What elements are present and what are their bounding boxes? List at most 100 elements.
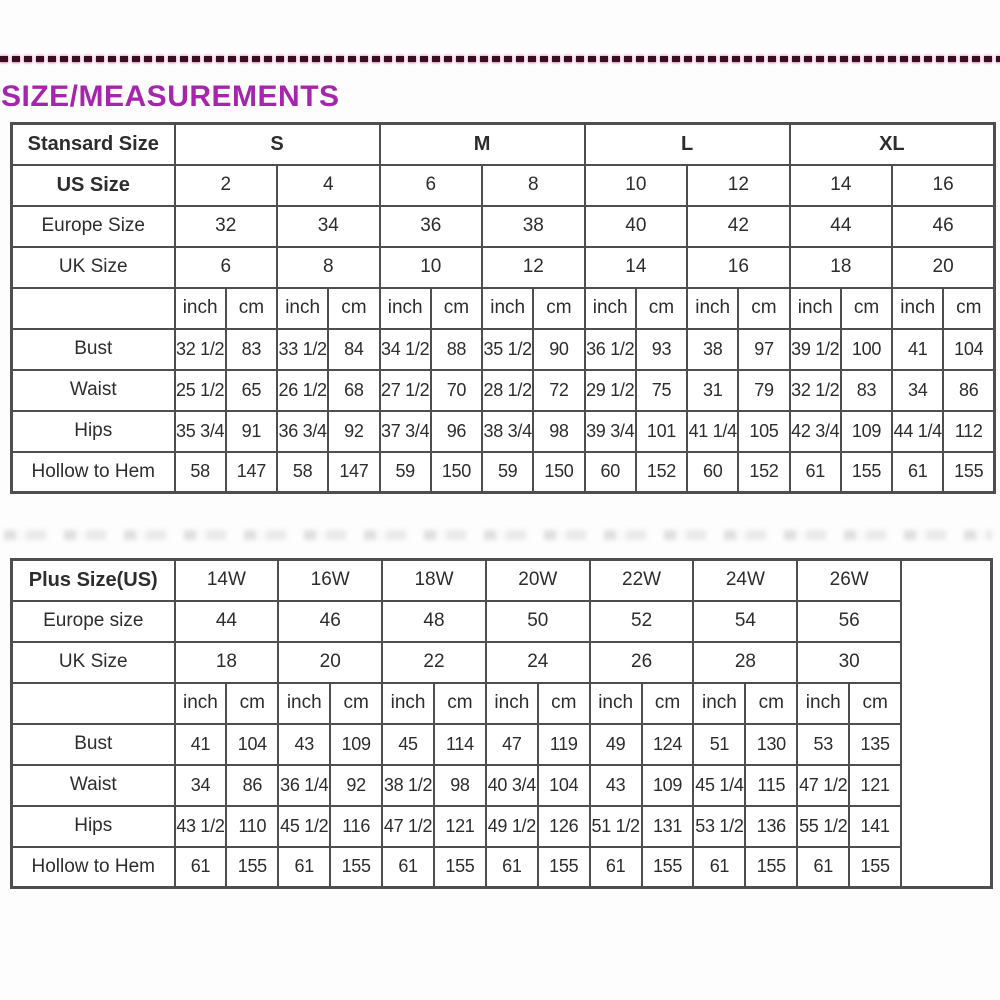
size-value-cell: 50	[484, 599, 591, 643]
unit-header-cell: inch	[583, 286, 637, 330]
measurement-value-cell: 70	[429, 368, 484, 412]
size-value-cell: 2	[173, 163, 278, 207]
measurement-value-cell: 86	[942, 368, 996, 412]
measurement-value-cell: 96	[429, 409, 484, 453]
size-value-cell: 14	[583, 245, 689, 289]
unit-header-cell: inch	[796, 681, 851, 725]
measurement-value-cell: 38	[686, 327, 740, 371]
measurement-value-cell: 155	[432, 845, 487, 889]
measurement-value-cell: 91	[224, 409, 279, 453]
size-value-cell: 36	[378, 204, 484, 248]
size-value-cell: 14	[788, 163, 894, 207]
unit-header-cell: inch	[891, 286, 945, 330]
measurement-value-cell: 43 1/2	[173, 804, 228, 848]
row-label-cell: Hollow to Hem	[10, 450, 176, 494]
measurement-value-cell: 109	[329, 722, 384, 766]
measurement-value-cell: 42 3/4	[788, 409, 842, 453]
measurement-value-cell: 147	[224, 450, 279, 494]
measurement-value-cell: 47	[484, 722, 539, 766]
size-value-cell: 54	[692, 599, 799, 643]
plus-corner-cell: Plus Size(US)	[10, 558, 176, 602]
plus-size-header-cell: 20W	[484, 558, 591, 602]
measurement-value-cell: 155	[225, 845, 280, 889]
measurement-value-cell: 130	[744, 722, 799, 766]
measurement-value-cell: 28 1/2	[481, 368, 535, 412]
measurement-value-cell: 155	[848, 845, 903, 889]
row-label-cell: UK Size	[10, 640, 176, 684]
row-label-cell: Europe Size	[10, 204, 176, 248]
measurement-value-cell: 51	[692, 722, 747, 766]
measurement-value-cell: 79	[737, 368, 791, 412]
unit-row-corner-cell	[10, 286, 176, 330]
measurement-value-cell: 34	[891, 368, 945, 412]
row-label-cell: UK Size	[10, 245, 176, 289]
measurement-value-cell: 152	[737, 450, 791, 494]
measurement-value-cell: 61	[692, 845, 747, 889]
measurement-value-cell: 155	[640, 845, 695, 889]
measurement-value-cell: 155	[744, 845, 799, 889]
measurement-value-cell: 39 1/2	[788, 327, 842, 371]
measurement-value-cell: 33 1/2	[275, 327, 330, 371]
size-value-cell: 20	[891, 245, 996, 289]
measurement-value-cell: 112	[942, 409, 996, 453]
measurement-value-cell: 49	[588, 722, 643, 766]
measurement-value-cell: 38 1/2	[381, 763, 435, 807]
size-value-cell: 56	[796, 599, 903, 643]
measurement-value-cell: 105	[737, 409, 791, 453]
measurement-value-cell: 47 1/2	[796, 763, 851, 807]
group-size-header-cell: XL	[788, 122, 996, 166]
group-size-header-cell: L	[583, 122, 791, 166]
measurement-value-cell: 92	[327, 409, 381, 453]
measurement-value-cell: 72	[532, 368, 586, 412]
measurement-value-cell: 45	[381, 722, 435, 766]
size-value-cell: 6	[173, 245, 278, 289]
measurement-value-cell: 121	[848, 763, 903, 807]
measurement-value-cell: 65	[224, 368, 279, 412]
unit-header-cell: cm	[640, 681, 695, 725]
measurement-value-cell: 43	[588, 763, 643, 807]
unit-header-cell: inch	[484, 681, 539, 725]
plus-size-header-cell: 16W	[277, 558, 384, 602]
unit-header-cell: inch	[381, 681, 435, 725]
faint-divider-artifact	[4, 530, 992, 540]
measurement-value-cell: 36 1/4	[277, 763, 332, 807]
unit-header-cell: inch	[173, 286, 227, 330]
measurement-value-cell: 31	[686, 368, 740, 412]
measurement-value-cell: 88	[429, 327, 484, 371]
size-value-cell: 30	[796, 640, 903, 684]
size-value-cell: 48	[381, 599, 487, 643]
row-label-cell: Waist	[10, 763, 176, 807]
plus-size-header-cell: 18W	[381, 558, 487, 602]
measurement-value-cell: 68	[327, 368, 381, 412]
empty-column-cell	[900, 558, 993, 889]
measurement-value-cell: 32 1/2	[173, 327, 227, 371]
row-label-cell: Hollow to Hem	[10, 845, 176, 889]
measurement-value-cell: 131	[640, 804, 695, 848]
unit-header-cell: cm	[536, 681, 591, 725]
size-value-cell: 12	[481, 245, 586, 289]
measurement-value-cell: 61	[891, 450, 945, 494]
measurement-value-cell: 38 3/4	[481, 409, 535, 453]
measurement-value-cell: 83	[224, 327, 279, 371]
measurement-value-cell: 40 3/4	[484, 763, 539, 807]
size-value-cell: 4	[276, 163, 381, 207]
measurement-value-cell: 98	[432, 763, 487, 807]
measurement-value-cell: 86	[225, 763, 280, 807]
unit-header-cell: cm	[737, 286, 791, 330]
measurement-value-cell: 150	[429, 450, 484, 494]
row-label-cell: Waist	[10, 368, 176, 412]
measurement-value-cell: 41	[173, 722, 228, 766]
unit-header-cell: cm	[634, 286, 689, 330]
measurement-value-cell: 147	[327, 450, 381, 494]
plus-size-header-cell: 14W	[173, 558, 280, 602]
size-value-cell: 10	[583, 163, 689, 207]
measurement-value-cell: 43	[277, 722, 332, 766]
row-label-cell: Europe size	[10, 599, 176, 643]
group-size-header-cell: S	[173, 122, 381, 166]
size-value-cell: 34	[276, 204, 381, 248]
size-value-cell: 24	[484, 640, 591, 684]
plus-size-header-cell: 22W	[588, 558, 695, 602]
size-value-cell: 12	[686, 163, 791, 207]
plus-size-header-cell: 26W	[796, 558, 903, 602]
unit-header-cell: inch	[788, 286, 842, 330]
